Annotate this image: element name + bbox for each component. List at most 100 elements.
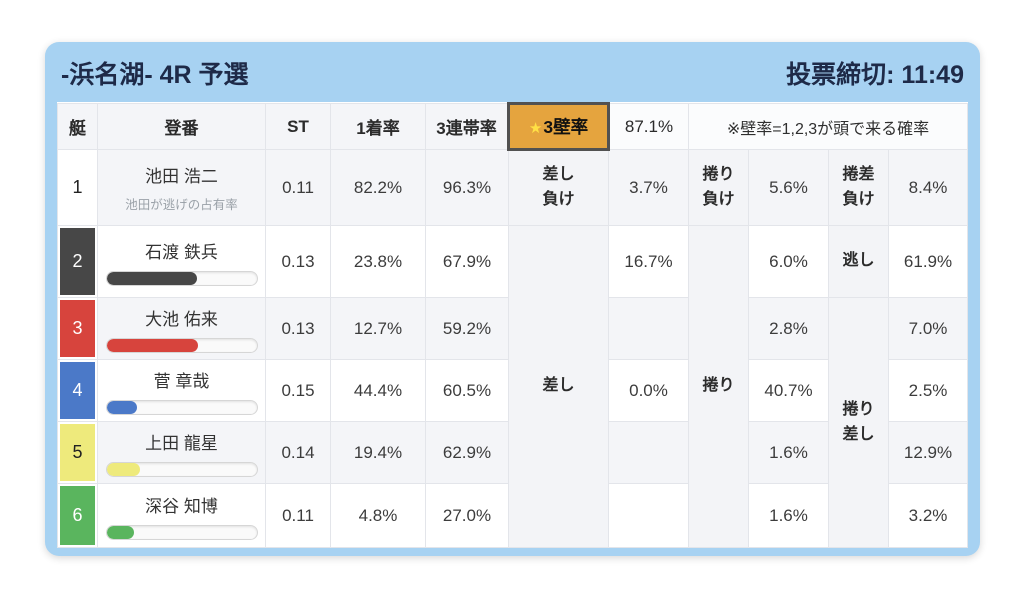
pct-b-value: 5.6% — [748, 149, 829, 226]
label-makuri-make: 捲り 負け — [688, 149, 749, 226]
pct-b-value: 1.6% — [748, 421, 829, 484]
pct-b-value: 2.8% — [748, 297, 829, 360]
top3-value: 67.9% — [425, 225, 509, 298]
table-header-row: 艇 登番 ST 1着率 3連帯率 ★3壁率 87.1% ※壁率=1,2,3が頭で… — [57, 102, 969, 151]
pct-c-value: 3.2% — [887, 483, 969, 548]
col-header-st: ST — [265, 103, 331, 150]
label-sashi-make: 差し 負け — [508, 149, 609, 226]
col-header-boat: 艇 — [57, 103, 98, 150]
racer-name: 上田 龍星 — [145, 433, 218, 453]
race-title: -浜名湖- 4R 予選 — [61, 61, 249, 89]
boat-number-cell: 6 — [57, 483, 98, 548]
racer-name: 石渡 鉄兵 — [145, 242, 218, 262]
racer-name: 池田 浩二 — [145, 167, 218, 186]
boat-number: 5 — [60, 424, 95, 481]
pct-a-value — [608, 483, 689, 548]
boat-number: 1 — [60, 152, 95, 223]
boat-number: 2 — [60, 228, 95, 295]
panel-titlebar: -浜名湖- 4R 予選 投票締切: 11:49 — [45, 42, 980, 102]
pct-c-value: 12.9% — [887, 421, 969, 484]
table-row: 3 大池 佑来 0.13 12.7% 59.2% 2.8% 捲り 差し 7.0% — [57, 297, 969, 548]
label-makuzashi-make: 捲差 負け — [828, 149, 889, 226]
st-value: 0.14 — [265, 421, 331, 484]
stats-table-wrap: 艇 登番 ST 1着率 3連帯率 ★3壁率 87.1% ※壁率=1,2,3が頭で… — [57, 102, 969, 548]
pct-a-value: 3.7% — [608, 149, 689, 226]
win1-value: 19.4% — [330, 421, 426, 484]
top3-value: 59.2% — [425, 297, 509, 360]
racer-subtext: 池田が逃げの占有率 — [125, 198, 238, 212]
stats-table: 艇 登番 ST 1着率 3連帯率 ★3壁率 87.1% ※壁率=1,2,3が頭で… — [57, 102, 969, 548]
pct-a-value: 0.0% — [608, 359, 689, 422]
table-row: 6 深谷 知博 0.11 4.8% 27.0% 1.6% 3.2% — [57, 483, 969, 548]
rate-bar — [105, 399, 258, 415]
rate-bar-fill — [106, 400, 137, 414]
pct-a-value: 16.7% — [608, 225, 689, 298]
rate-bar-fill — [106, 462, 140, 476]
pct-b-value: 1.6% — [748, 483, 829, 548]
racer-name: 菅 章哉 — [153, 371, 210, 391]
wall-rate-value: 87.1% — [608, 103, 689, 150]
win1-value: 44.4% — [330, 359, 426, 422]
table-row: 4 菅 章哉 0.15 44.4% 60.5% 0.0% 40.7% 2.5% — [57, 359, 969, 422]
label-nigashi: 逃し — [828, 225, 889, 298]
pct-c-value: 2.5% — [887, 359, 969, 422]
wall-rate-button[interactable]: ★3壁率 — [507, 102, 610, 151]
rate-bar-fill — [106, 338, 198, 352]
racer-cell: 深谷 知博 — [97, 483, 266, 548]
win1-value: 23.8% — [330, 225, 426, 298]
st-value: 0.15 — [265, 359, 331, 422]
boat-number: 6 — [60, 486, 95, 545]
table-row: 5 上田 龍星 0.14 19.4% 62.9% 1.6% 12.9% — [57, 421, 969, 484]
vote-deadline: 投票締切: 11:49 — [786, 61, 964, 89]
table-row: 1 池田 浩二 池田が逃げの占有率 0.11 82.2% 96.3% 差し 負け … — [57, 149, 969, 226]
race-info-panel: -浜名湖- 4R 予選 投票締切: 11:49 艇 登番 ST 1着率 3連帯率… — [45, 42, 980, 556]
label-makuri-merged: 捲り — [688, 225, 749, 548]
st-value: 0.13 — [265, 297, 331, 360]
boat-number-cell: 1 — [57, 149, 98, 226]
rate-bar — [105, 270, 258, 286]
wall-rate-note: ※壁率=1,2,3が頭で来る確率 — [687, 103, 969, 150]
table-row: 2 石渡 鉄兵 0.13 23.8% 67.9% 差し 16.7% 捲り 6.0… — [57, 225, 969, 548]
win1-value: 12.7% — [330, 297, 426, 360]
pct-c-value: 8.4% — [887, 149, 969, 226]
top3-value: 27.0% — [425, 483, 509, 548]
win1-value: 82.2% — [330, 149, 426, 226]
boat-number: 4 — [60, 362, 95, 419]
racer-cell: 石渡 鉄兵 — [97, 225, 266, 298]
racer-name: 深谷 知博 — [145, 496, 218, 516]
top3-value: 60.5% — [425, 359, 509, 422]
col-header-win1: 1着率 — [330, 103, 426, 150]
racer-cell: 菅 章哉 — [97, 359, 266, 422]
rate-bar-fill — [106, 525, 134, 539]
col-header-racer: 登番 — [97, 103, 266, 150]
racer-name: 大池 佑来 — [145, 309, 218, 329]
racer-cell: 上田 龍星 — [97, 421, 266, 484]
top3-value: 96.3% — [425, 149, 509, 226]
top3-value: 62.9% — [425, 421, 509, 484]
st-value: 0.11 — [265, 483, 331, 548]
st-value: 0.13 — [265, 225, 331, 298]
rate-bar — [105, 461, 258, 477]
racer-cell: 大池 佑来 — [97, 297, 266, 360]
pct-b-value: 40.7% — [748, 359, 829, 422]
rate-bar-fill — [106, 271, 197, 285]
pct-c-value: 61.9% — [887, 225, 969, 298]
pct-c-value: 7.0% — [887, 297, 969, 360]
boat-number-cell: 5 — [57, 421, 98, 484]
pct-a-value — [608, 297, 689, 360]
racer-cell: 池田 浩二 池田が逃げの占有率 — [97, 149, 266, 226]
boat-number-cell: 2 — [57, 225, 98, 298]
pct-a-value — [608, 421, 689, 484]
boat-number-cell: 3 — [57, 297, 98, 360]
label-sashi-merged: 差し — [508, 225, 609, 548]
boat-number-cell: 4 — [57, 359, 98, 422]
pct-b-value: 6.0% — [748, 225, 829, 298]
wall-rate-label: 3壁率 — [543, 117, 589, 137]
label-makurizashi-merged: 捲り 差し — [828, 297, 889, 548]
rate-bar — [105, 524, 258, 540]
st-value: 0.11 — [265, 149, 331, 226]
col-header-top3: 3連帯率 — [425, 103, 509, 150]
boat-number: 3 — [60, 300, 95, 357]
win1-value: 4.8% — [330, 483, 426, 548]
rate-bar — [105, 337, 258, 353]
